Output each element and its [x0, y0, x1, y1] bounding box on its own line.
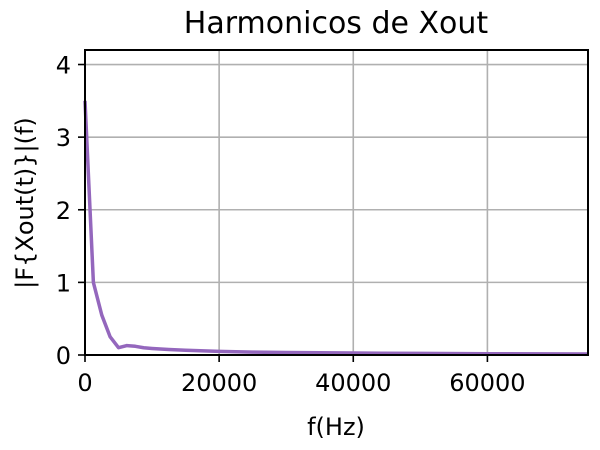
- y-tick-label: 0: [56, 342, 71, 370]
- series-layer: [83, 100, 589, 356]
- ticks: 0 20000 40000 60000 0 1 2 3 4: [56, 52, 526, 397]
- series-line: [83, 100, 589, 356]
- y-tick-label: 3: [56, 124, 71, 152]
- x-tick-label: 60000: [449, 369, 525, 397]
- y-tick-label: 1: [56, 269, 71, 297]
- x-axis-label: f(Hz): [307, 413, 365, 441]
- grid: [84, 50, 588, 356]
- x-tick-label: 0: [77, 369, 92, 397]
- x-tick-label: 40000: [315, 369, 391, 397]
- y-tick-label: 4: [56, 52, 71, 80]
- x-tick-label: 20000: [181, 369, 257, 397]
- y-axis-label: |F{Xout(t)}|(f): [11, 117, 39, 289]
- y-tick-label: 2: [56, 197, 71, 225]
- plot-frame: [84, 49, 589, 356]
- chart-title: Harmonicos de Xout: [184, 6, 489, 41]
